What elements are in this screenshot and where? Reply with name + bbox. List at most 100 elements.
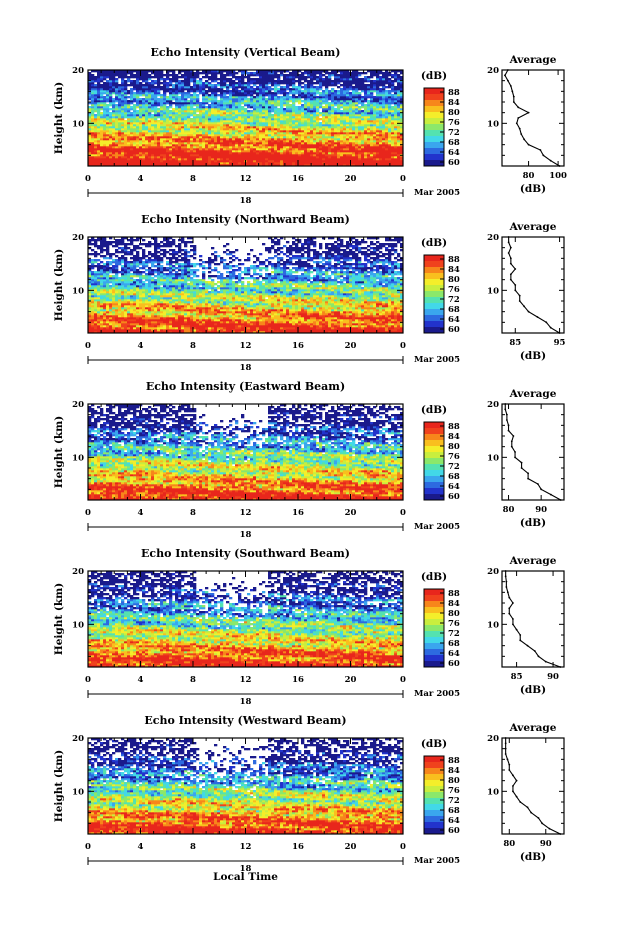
heatmap-cell (283, 104, 286, 106)
heatmap-cell (148, 110, 151, 112)
heatmap-cell (199, 132, 202, 134)
heatmap-cell (130, 132, 133, 134)
heatmap-cell (316, 88, 319, 90)
heatmap-cell (97, 102, 100, 104)
heatmap-cell (328, 116, 331, 118)
heatmap-cell (256, 98, 259, 100)
heatmap-cell (118, 152, 121, 154)
heatmap-cell (151, 150, 154, 152)
heatmap-cell (328, 158, 331, 160)
heatmap-cell (214, 98, 217, 100)
heatmap-cell (139, 104, 142, 106)
heatmap-cell (100, 102, 103, 104)
heatmap-cell (301, 138, 304, 140)
heatmap-cell (379, 90, 382, 92)
heatmap-cell (268, 106, 271, 108)
heatmap-cell (373, 122, 376, 124)
heatmap-cell (193, 94, 196, 96)
heatmap-cell (193, 88, 196, 90)
heatmap-cell (106, 88, 109, 90)
heatmap-cell (253, 150, 256, 152)
heatmap-cell (163, 136, 166, 138)
heatmap-cell (241, 156, 244, 158)
heatmap-cell (202, 134, 205, 136)
heatmap-cell (265, 158, 268, 160)
heatmap-cell (235, 126, 238, 128)
heatmap-cell (376, 122, 379, 124)
heatmap-cell (211, 158, 214, 160)
heatmap-cell (334, 104, 337, 106)
heatmap-cell (157, 134, 160, 136)
heatmap-cell (133, 132, 136, 134)
heatmap-cell (361, 136, 364, 138)
heatmap-cell (130, 146, 133, 148)
heatmap-cell (232, 128, 235, 130)
heatmap-cell (193, 100, 196, 102)
heatmap-cell (151, 120, 154, 122)
heatmap-cell (397, 98, 400, 100)
heatmap-cell (271, 160, 274, 162)
heatmap-cell (337, 134, 340, 136)
heatmap-cell (145, 120, 148, 122)
heatmap-cell (385, 142, 388, 144)
heatmap-cell (124, 92, 127, 94)
heatmap-cell (217, 90, 220, 92)
heatmap-cell (211, 110, 214, 112)
heatmap-cell (139, 124, 142, 126)
heatmap-cell (295, 144, 298, 146)
heatmap-cell (298, 126, 301, 128)
heatmap-cell (163, 80, 166, 82)
heatmap-cell (211, 88, 214, 90)
heatmap-cell (190, 130, 193, 132)
heatmap-cell (259, 134, 262, 136)
heatmap-cell (337, 126, 340, 128)
heatmap-cell (262, 150, 265, 152)
profile-point (504, 74, 506, 76)
heatmap-cell (397, 158, 400, 160)
heatmap-cell (187, 134, 190, 136)
heatmap-cell (283, 118, 286, 120)
heatmap-cell (298, 94, 301, 96)
heatmap-cell (247, 134, 250, 136)
heatmap-cell (325, 154, 328, 156)
heatmap-cell (181, 116, 184, 118)
heatmap-cell (136, 100, 139, 102)
heatmap-cell (232, 94, 235, 96)
heatmap-cell (193, 128, 196, 130)
heatmap-cell (292, 108, 295, 110)
heatmap-cell (316, 148, 319, 150)
heatmap-cell (112, 72, 115, 74)
heatmap-cell (175, 162, 178, 164)
heatmap-cell (238, 146, 241, 148)
heatmap-cell (277, 152, 280, 154)
heatmap-cell (262, 158, 265, 160)
heatmap-cell (193, 134, 196, 136)
heatmap-cell (343, 74, 346, 76)
heatmap-cell (280, 72, 283, 74)
heatmap-cell (352, 96, 355, 98)
heatmap-cell (208, 158, 211, 160)
heatmap-cell (337, 140, 340, 142)
heatmap-cell (274, 140, 277, 142)
heatmap-cell (139, 144, 142, 146)
heatmap-cell (274, 94, 277, 96)
heatmap-cell (124, 76, 127, 78)
heatmap-cell (184, 122, 187, 124)
heatmap-cell (394, 90, 397, 92)
heatmap-cell (124, 136, 127, 138)
heatmap-cell (373, 156, 376, 158)
heatmap-cell (190, 126, 193, 128)
heatmap-cell (307, 146, 310, 148)
heatmap-cell (391, 116, 394, 118)
heatmap-cell (325, 148, 328, 150)
heatmap-cell (175, 104, 178, 106)
heatmap-cell (130, 118, 133, 120)
heatmap-cell (94, 142, 97, 144)
heatmap-cell (292, 136, 295, 138)
heatmap-cell (148, 106, 151, 108)
heatmap-cell (190, 78, 193, 80)
heatmap-cell (265, 102, 268, 104)
heatmap-cell (328, 72, 331, 74)
heatmap-cell (343, 124, 346, 126)
heatmap-cell (334, 136, 337, 138)
